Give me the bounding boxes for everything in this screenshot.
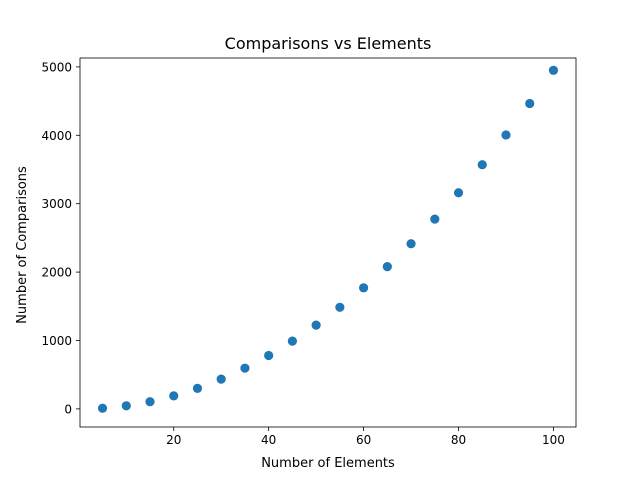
y-axis-label: Number of Comparisons (15, 166, 30, 324)
data-point (382, 262, 392, 272)
x-tick-label: 20 (166, 433, 181, 447)
data-point (264, 350, 274, 361)
x-tick-label: 40 (261, 433, 276, 447)
data-point (169, 391, 179, 401)
data-point (121, 401, 131, 411)
data-point (477, 160, 487, 170)
x-tick-label: 60 (356, 433, 371, 447)
x-tick-label: 100 (542, 433, 565, 447)
axes-frame (79, 57, 577, 428)
data-point (335, 302, 345, 312)
data-point (240, 363, 250, 373)
data-point (192, 383, 203, 393)
y-tick-label: 0 (64, 402, 72, 416)
data-point (525, 98, 535, 109)
data-point (358, 283, 369, 293)
chart-title: Comparisons vs Elements (225, 34, 432, 53)
data-point (501, 130, 511, 140)
y-tick-label: 2000 (41, 266, 72, 280)
data-point (311, 320, 321, 330)
data-point (97, 403, 108, 413)
data-point (287, 336, 298, 346)
x-tick-label: 80 (451, 433, 466, 447)
data-point (548, 65, 559, 75)
y-tick-label: 3000 (41, 197, 72, 211)
y-tick-label: 5000 (41, 60, 72, 74)
y-tick-label: 4000 (41, 129, 72, 143)
data-point (216, 374, 226, 384)
y-tick-label: 1000 (41, 334, 72, 348)
data-point (430, 214, 440, 224)
x-axis-label: Number of Elements (261, 456, 395, 471)
data-point (406, 239, 416, 249)
data-point (145, 397, 155, 407)
data-point (453, 188, 464, 198)
